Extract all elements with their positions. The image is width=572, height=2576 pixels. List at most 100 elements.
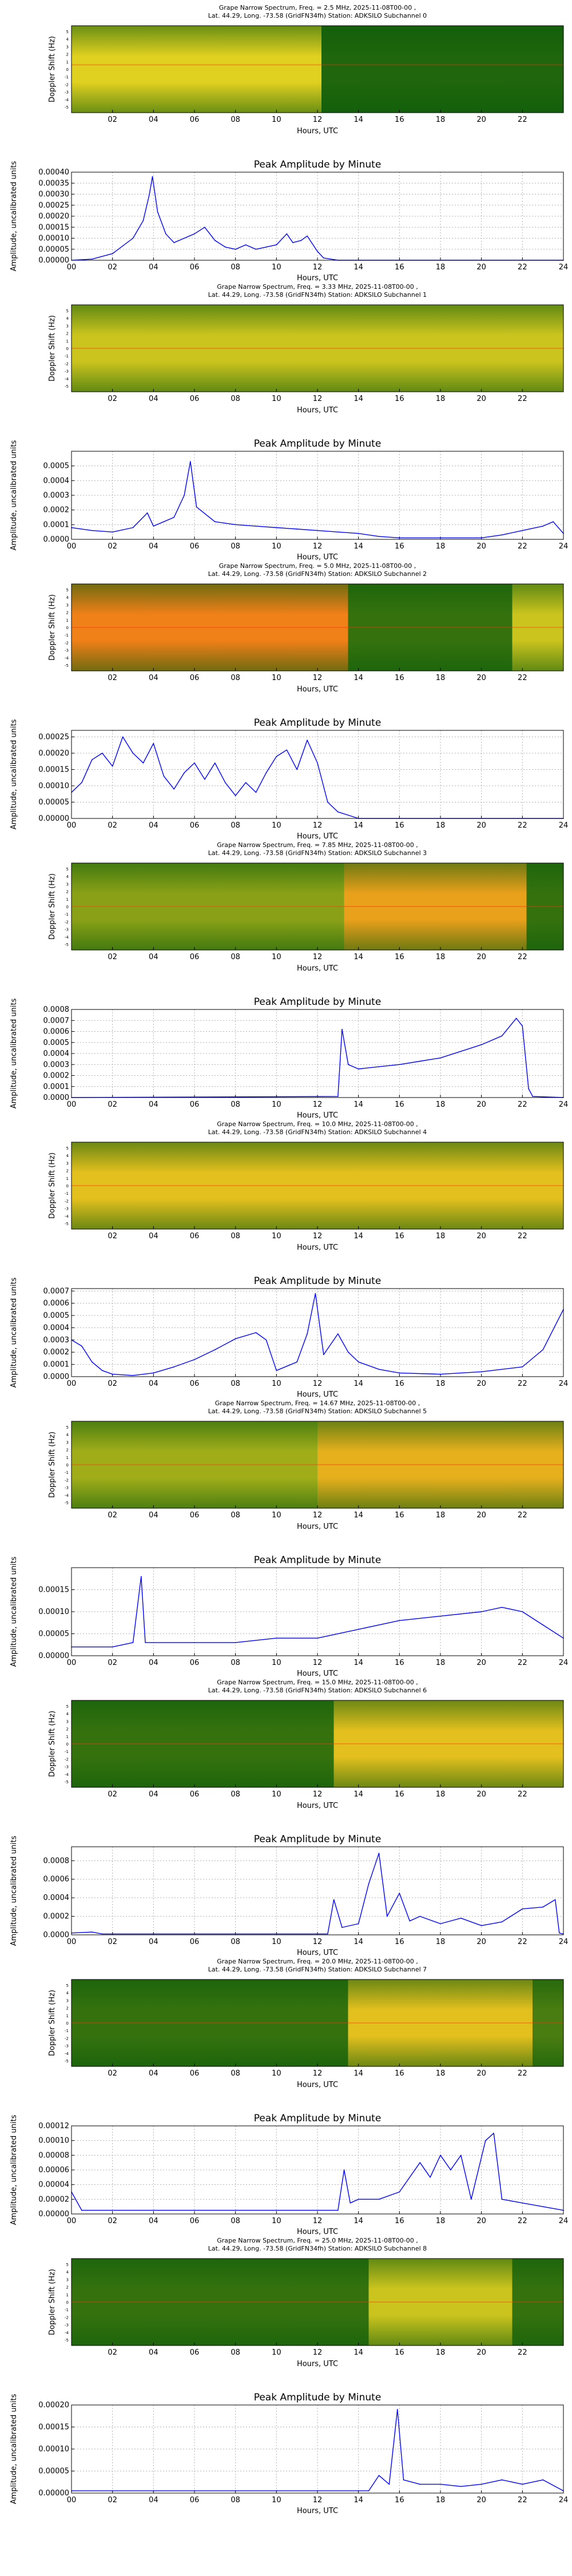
amplitude-ytick-label: 0.0003 [43,491,70,500]
spectrogram-xtick-label: 06 [190,1232,200,1241]
amplitude-data-point [173,788,174,790]
amplitude-ytick-label: 0.00005 [38,2467,69,2476]
amplitude-data-point [173,242,174,244]
amplitude-data-point [460,1051,462,1052]
spectrogram-xtick-label: 16 [395,674,404,682]
amplitude-series-line [71,736,563,819]
spectrogram-xlabel: Hours, UTC [297,2081,338,2089]
spectrogram-xtick-label: 10 [272,953,281,961]
spectrogram-xtick-label: 22 [518,395,527,403]
amplitude-xtick-label: 00 [67,263,77,272]
amplitude-ytick-label: 0.00010 [38,234,69,243]
amplitude-data-point [317,251,318,252]
amplitude-xtick-label: 02 [108,2217,117,2225]
amplitude-data-point [214,521,216,522]
amplitude-data-point [440,1615,441,1617]
amplitude-data-point [341,1927,343,1928]
amplitude-data-point [480,1371,482,1373]
spectrogram-title-line1: Grape Narrow Spectrum, Freq. = 15.0 MHz,… [217,1679,418,1686]
amplitude-xtick-label: 20 [476,1100,486,1109]
amplitude-xtick-label: 20 [476,263,486,272]
spectrogram-xtick-label: 04 [149,674,158,682]
amplitude-data-point [333,1899,335,1901]
spectrogram-ytick-label: -5 [65,384,69,389]
spectrogram-ytick-label: -1 [65,2308,69,2312]
amplitude-xtick-label: 08 [231,2217,240,2225]
amplitude-ytick-label: 0.00020 [38,749,69,758]
amplitude-data-point [214,762,216,764]
amplitude-frame [71,1288,564,1377]
amplitude-xtick-label: 16 [395,263,404,272]
amplitude-data-point [323,1354,324,1355]
amplitude-data-point [501,534,503,536]
amplitude-data-point [470,2199,472,2200]
amplitude-xtick-label: 02 [108,821,117,830]
spectrogram-ytick-label: 0 [66,1742,69,1747]
spectrogram-ytick-label: 5 [66,1983,69,1988]
amplitude-xlabel: Hours, UTC [297,1390,338,1399]
amplitude-ytick-label: 0.0002 [43,1072,70,1080]
spectrogram-ytick-label: -4 [65,656,69,661]
amplitude-data-point [132,1642,134,1643]
amplitude-xlabel: Hours, UTC [297,274,338,283]
spectrogram-xtick-label: 14 [353,116,363,124]
spectrogram-title-line1: Grape Narrow Spectrum, Freq. = 20.0 MHz,… [217,1958,418,1965]
spectrogram-ytick-label: -1 [65,1191,69,1196]
amplitude-data-point [194,1642,195,1643]
amplitude-data-point [81,782,82,784]
amplitude-xtick-label: 24 [559,821,569,830]
amplitude-data-point [286,749,288,751]
amplitude-series-line [71,461,564,539]
amplitude-data-point [196,506,197,508]
amplitude-data-point [194,1359,195,1360]
amplitude-xtick-label: 22 [518,542,527,551]
amplitude-xtick-label: 04 [149,542,158,551]
amplitude-xtick-label: 02 [108,263,117,272]
amplitude-data-point [542,526,543,527]
spectrogram-ytick-label: -1 [65,75,69,79]
amplitude-frame [71,172,564,261]
spectrogram-ytick-label: 3 [66,1719,69,1724]
amplitude-ytick-label: 0.00006 [38,2166,69,2175]
amplitude-xtick-label: 24 [559,2496,569,2505]
spectrogram-shade [72,26,563,113]
amplitude-ytick-label: 0.00010 [38,2445,69,2454]
amplitude-data-point [349,2202,351,2204]
amplitude-data-point [142,220,144,221]
amplitude-data-point [317,530,318,531]
amplitude-frame [71,2125,564,2215]
spectrogram-xtick-label: 14 [353,953,363,961]
spectrogram-ytick-label: -3 [65,90,69,95]
amplitude-xtick-label: 24 [559,2217,569,2225]
amplitude-data-point [378,1066,380,1067]
amplitude-xtick-label: 06 [190,2496,200,2505]
amplitude-data-point [92,1361,93,1363]
spectrogram-ytick-label: -3 [65,2323,69,2328]
amplitude-xtick-label: 06 [190,263,200,272]
spectrogram-xtick-label: 14 [353,674,363,682]
amplitude-data-point [92,530,93,531]
amplitude-xtick-label: 08 [231,1380,240,1388]
amplitude-title: Peak Amplitude by Minute [254,2113,382,2124]
amplitude-data-point [184,495,185,496]
amplitude-data-point [204,226,205,228]
spectrogram-ylabel: Doppler Shift (Hz) [48,594,57,661]
amplitude-data-point [480,2483,482,2485]
spectrogram-xlabel: Hours, UTC [297,2360,338,2368]
spectrogram-xtick-label: 22 [518,1790,527,1799]
amplitude-xtick-label: 18 [436,1380,446,1388]
amplitude-data-point [300,240,302,241]
amplitude-ytick-label: 0.0006 [43,1875,70,1884]
amplitude-ytick-label: 0.00008 [38,2151,69,2160]
spectrogram-xtick-label: 22 [518,1511,527,1520]
amplitude-xtick-label: 02 [108,1938,117,1946]
amplitude-ylabel: Amplitude, uncalibrated units [10,998,18,1108]
amplitude-ylabel: Amplitude, uncalibrated units [10,719,18,829]
amplitude-data-point [554,1899,556,1901]
amplitude-ytick-label: 0.0006 [43,1299,70,1308]
amplitude-data-point [357,2199,359,2200]
amplitude-data-point [101,1933,103,1935]
amplitude-data-point [419,1060,420,1062]
amplitude-xtick-label: 06 [190,1659,200,1667]
spectrogram-xtick-label: 08 [231,2348,240,2357]
